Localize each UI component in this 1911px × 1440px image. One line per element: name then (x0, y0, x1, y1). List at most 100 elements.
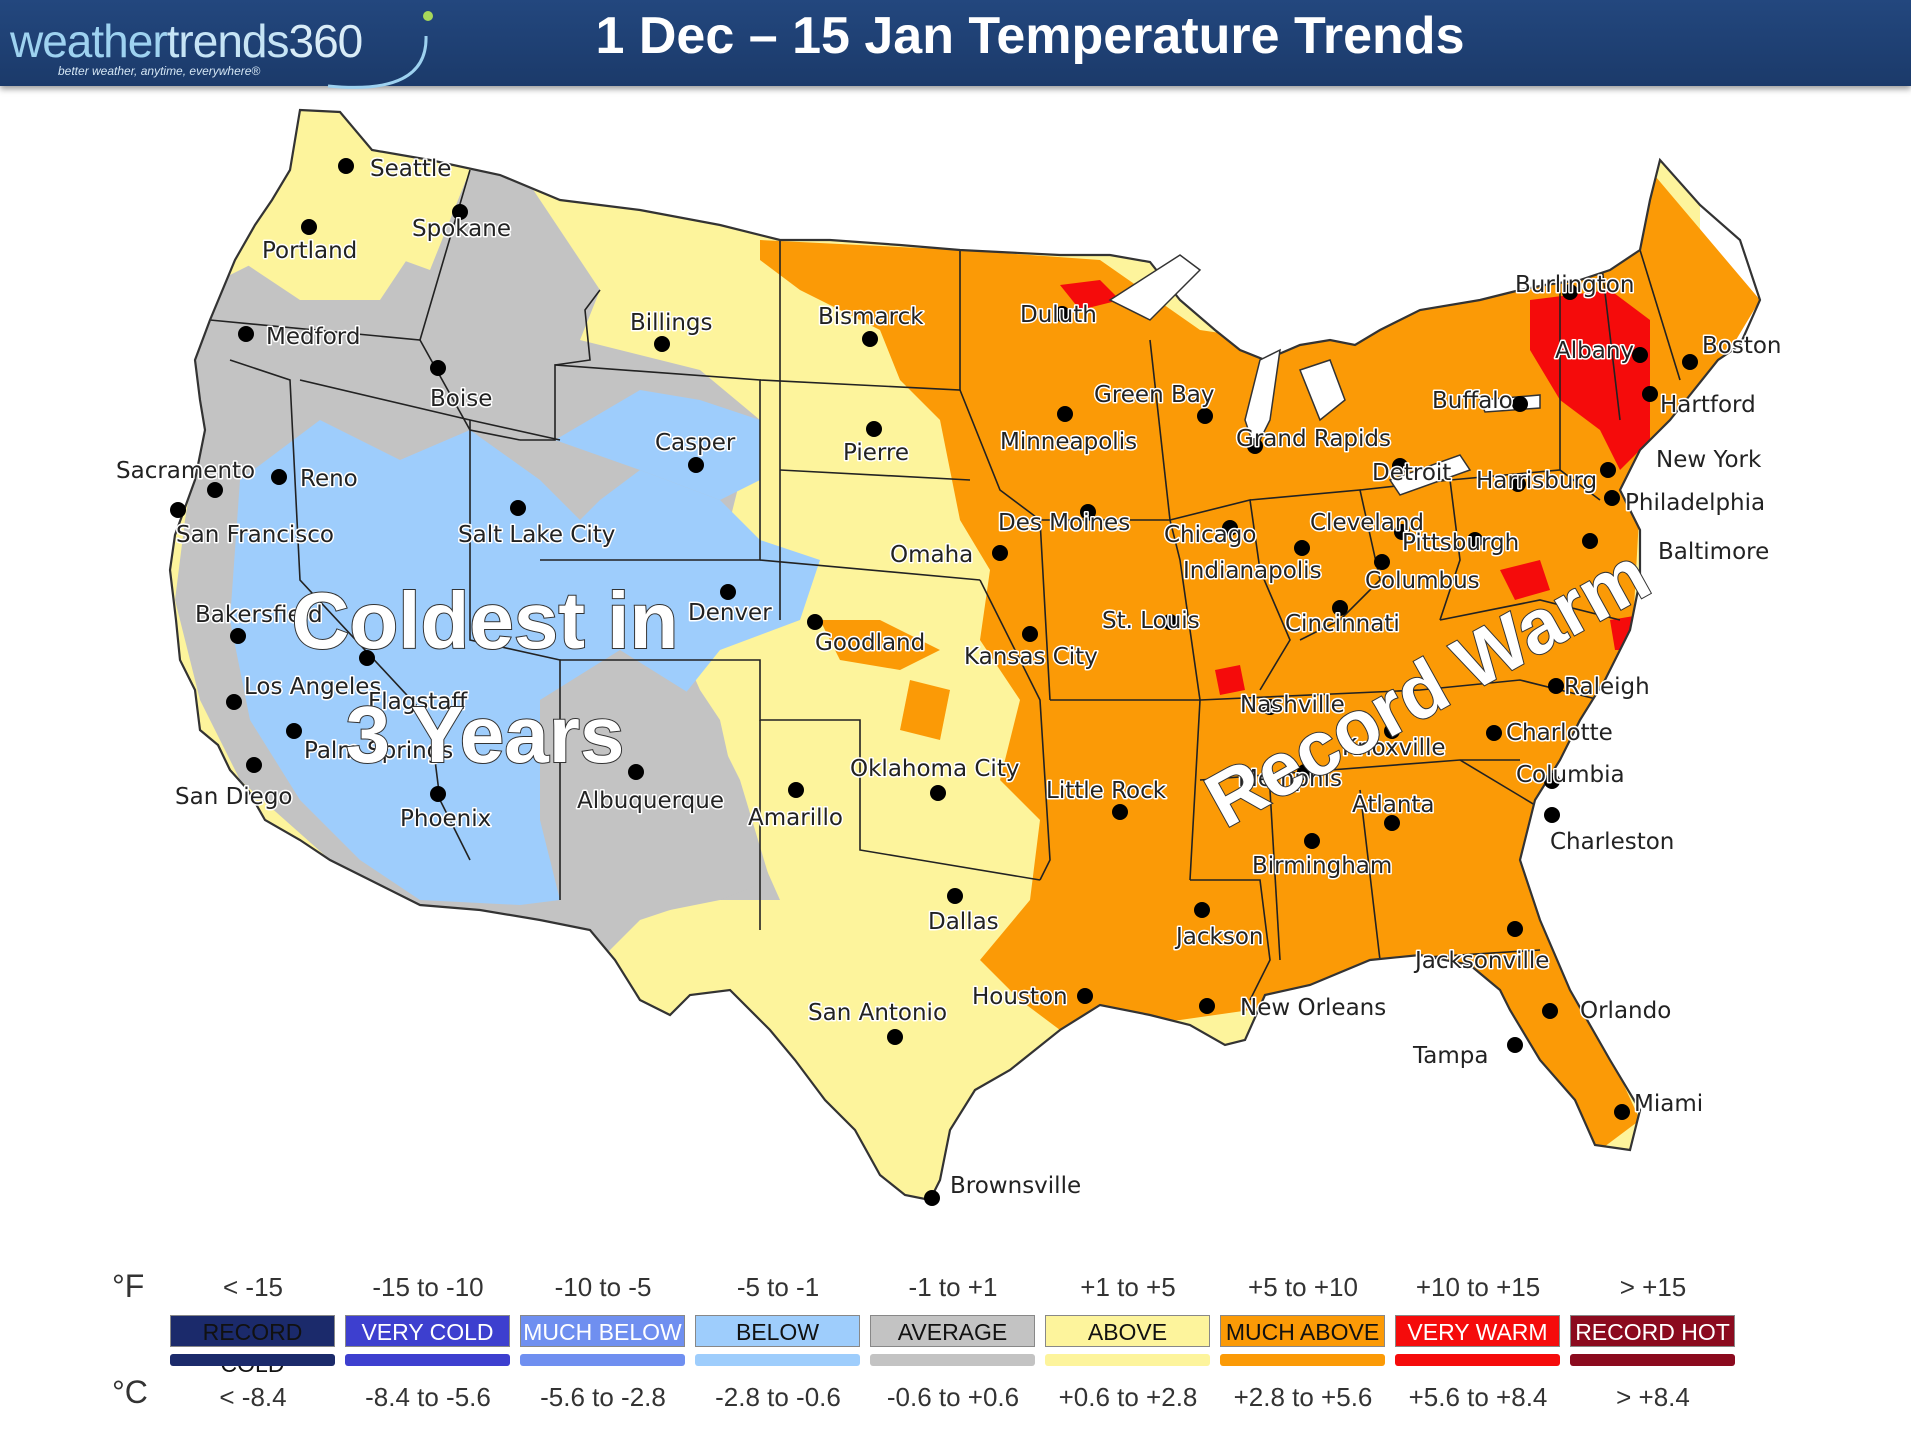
legend-range-f-very-cold: -15 to -10 (372, 1272, 484, 1302)
city-marker-denver (720, 584, 736, 600)
legend-range-c-record-hot: > +8.4 (1616, 1382, 1690, 1412)
city-label-albany: Albany (1555, 338, 1634, 364)
legend-swatch-below: BELOW (695, 1315, 860, 1347)
field-very-warm-missouri (1215, 665, 1245, 695)
legend-range-c-average: -0.6 to +0.6 (886, 1382, 1020, 1412)
field-very-warm-duluth (1060, 280, 1120, 310)
field-very-warm-virginia (1500, 560, 1550, 600)
city-label-goodland: Goodland (815, 630, 925, 656)
city-label-birmingham: Birmingham (1252, 853, 1392, 879)
city-marker-columbus (1374, 554, 1390, 570)
city-label-indianapolis: Indianapolis (1183, 558, 1322, 584)
lake-erie (1388, 454, 1472, 496)
city-marker-chicago (1222, 520, 1238, 536)
city-label-houston: Houston (972, 984, 1068, 1010)
city-label-boise: Boise (430, 386, 492, 412)
logo-part-360: 360 (288, 15, 364, 67)
city-label-buffalo: Buffalo (1432, 388, 1513, 414)
city-marker-los-angeles (226, 694, 242, 710)
city-label-phoenix: Phoenix (400, 806, 491, 832)
legend-unit-fahrenheit: °F (112, 1268, 145, 1304)
city-marker-indianapolis (1294, 540, 1310, 556)
city-label-pittsburgh: Pittsburgh (1402, 530, 1519, 556)
lake-michigan (1244, 348, 1281, 452)
city-label-omaha: Omaha (890, 542, 973, 568)
city-marker-goodland (807, 614, 823, 630)
legend-range-f-record-hot: > +15 (1619, 1272, 1687, 1302)
city-markers: Seattle Spokane Portland Medford Boise Billin… (115, 155, 1783, 1206)
city-label-denver: Denver (688, 600, 772, 626)
legend-bar-much-above (1220, 1354, 1385, 1366)
city-label-spokane: Spokane (412, 216, 511, 242)
legend-range-f-much-above: +5 to +10 (1248, 1272, 1358, 1302)
city-label-memphis: Memphis (1238, 766, 1342, 792)
city-label-salt-lake-city: Salt Lake City (458, 522, 615, 548)
city-marker-tampa (1507, 1037, 1523, 1053)
legend-range-f-below: -5 to -1 (736, 1272, 820, 1302)
city-label-bakersfield: Bakersfield (195, 602, 323, 628)
city-label-oklahoma-city: Oklahoma City (850, 756, 1019, 782)
city-marker-boise (430, 360, 446, 376)
city-label-portland: Portland (262, 238, 357, 264)
city-marker-kansas-city (1022, 626, 1038, 642)
legend-swatch-above: ABOVE (1045, 1315, 1210, 1347)
city-marker-bakersfield (230, 628, 246, 644)
city-marker-memphis (1297, 764, 1313, 780)
city-label-kansas-city: Kansas City (964, 644, 1098, 670)
city-label-flagstaff: Flagstaff (368, 689, 468, 715)
legend-range-f-average: -1 to +1 (908, 1272, 998, 1302)
city-marker-birmingham (1304, 833, 1320, 849)
city-marker-boston (1682, 354, 1698, 370)
legend-bar-much-below (520, 1354, 685, 1366)
city-marker-pierre (866, 421, 882, 437)
city-label-brownsville: Brownsville (950, 1173, 1081, 1199)
legend-range-f-above: +1 to +5 (1080, 1272, 1176, 1302)
page-title: 1 Dec – 15 Jan Temperature Trends (595, 7, 1465, 65)
city-marker-flagstaff (359, 650, 375, 666)
legend-bar-record-cold (170, 1354, 335, 1366)
city-marker-harrisburg (1510, 476, 1526, 492)
city-label-new-york: New York (1656, 447, 1762, 473)
field-below-southwest (230, 420, 820, 905)
city-marker-jackson (1194, 902, 1210, 918)
city-marker-dallas (947, 888, 963, 904)
field-above-northwest (240, 120, 420, 300)
city-label-hartford: Hartford (1660, 392, 1756, 418)
city-marker-raleigh (1548, 678, 1564, 694)
city-marker-medford (238, 326, 254, 342)
city-label-charlotte: Charlotte (1506, 720, 1613, 746)
city-label-cincinnati: Cincinnati (1285, 611, 1400, 637)
city-label-san-antonio: San Antonio (808, 1000, 947, 1026)
city-label-detroit: Detroit (1372, 460, 1451, 486)
legend-range-c-record-cold: < -8.4 (219, 1382, 287, 1412)
city-marker-seattle (338, 158, 354, 174)
great-lakes (1108, 254, 1541, 496)
legend-range-f-much-below: -10 to -5 (554, 1272, 652, 1302)
city-marker-brownsville (924, 1190, 940, 1206)
legend-bar-very-warm (1395, 1354, 1560, 1366)
city-marker-san-francisco (170, 502, 186, 518)
city-marker-des-moines (1080, 504, 1096, 520)
legend-unit-celsius: °C (112, 1374, 148, 1410)
legend-range-c-above: +0.6 to +2.8 (1058, 1382, 1198, 1412)
city-marker-st-louis (1162, 614, 1178, 630)
city-label-burlington: Burlington (1515, 272, 1634, 298)
city-marker-miami (1614, 1104, 1630, 1120)
city-label-billings: Billings (630, 310, 713, 336)
city-label-knoxville: Knoxville (1342, 735, 1446, 761)
city-marker-buffalo (1512, 396, 1528, 412)
city-label-bismarck: Bismarck (818, 304, 924, 330)
city-marker-phoenix (430, 786, 446, 802)
city-label-reno: Reno (300, 466, 358, 492)
city-marker-baltimore (1582, 533, 1598, 549)
legend-bar-above (1045, 1354, 1210, 1366)
city-marker-albuquerque (628, 764, 644, 780)
city-marker-little-rock (1112, 804, 1128, 820)
city-label-charleston: Charleston (1550, 829, 1674, 855)
city-marker-salt-lake-city (510, 500, 526, 516)
city-marker-burlington (1562, 284, 1578, 300)
city-label-seattle: Seattle (370, 156, 451, 182)
logo-orbit-icon (327, 11, 433, 89)
city-marker-portland (301, 219, 317, 235)
legend-swatch-very-cold: VERY COLD (345, 1315, 510, 1347)
